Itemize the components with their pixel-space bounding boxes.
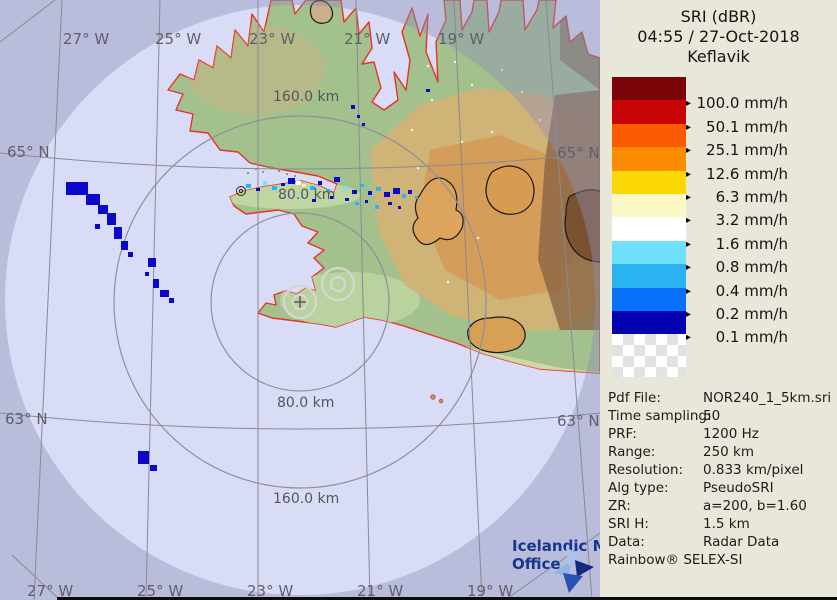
station-name: Keflavik [687,47,750,66]
legend-entry: ▸ 25.1 mm/h [686,141,788,159]
glacier-myrdalsjokull [467,316,526,354]
meridian-label-bottom-25w: 25° W [137,582,183,600]
meridian-label-top-25w: 25° W [155,30,201,48]
imo-logo-text-line1: Icelandic Met [512,537,600,555]
metadata-table: Pdf File: NOR240_1_5km.sri Time sampling:… [608,389,834,551]
legend-tick-icon: ▸ [686,144,692,156]
graticule [0,0,600,600]
range-ring-80km [210,212,390,392]
glacier-langjokull [412,177,464,246]
metadata-row: Pdf File: NOR240_1_5km.sri [608,390,832,406]
legend-swatch [612,240,686,265]
legend-swatch [612,264,686,288]
legend-swatch [612,287,686,311]
legend-tick-icon: ▸ [686,97,692,109]
metadata-row: Alg type: PseudoSRI [608,480,774,496]
legend-tick-icon: ▸ [686,285,692,297]
range-ring-160km [113,115,487,489]
ring-label-160-south: 160.0 km [273,491,339,507]
meridian-label-top-19w: 19° W [438,30,484,48]
legend-entry: ▸ 0.2 mm/h [686,305,788,323]
glacier-drangajokull [309,0,334,24]
legend-entry: ▸ 3.2 mm/h [686,211,788,229]
imo-logo-pinwheel-icon [553,547,594,593]
parallel-label-left-65n: 65° N [7,143,50,161]
software-brand: Rainbow® SELEX-SI [608,552,743,568]
legend-swatch [612,310,686,335]
legend-tick-icon: ▸ [686,191,692,203]
legend-entry: ▸ 12.6 mm/h [686,165,788,183]
legend-swatch [612,77,686,101]
imo-logo-text-line2: Office [512,555,561,573]
meridian-label-bottom-21w: 21° W [357,582,403,600]
meridian-label-bottom-23w: 23° W [247,582,293,600]
legend-entry: ▸ 6.3 mm/h [686,188,788,206]
parallel-label-right-65n: 65° N [557,144,600,162]
product-title: SRI (dBR) [680,7,757,26]
legend-entry: ▸ 100.0 mm/h [686,94,788,112]
legend-entry: ▸ 0.1 mm/h [686,328,788,346]
legend-swatch [612,170,686,194]
range-rings [113,115,487,489]
metadata-row: ZR: a=200, b=1.60 [608,498,807,514]
legend-transparent-checker [612,334,686,378]
radar-map: 27° W 25° W 23° W 21° W 19° W 27° W 25° … [0,0,600,600]
meridian-label-top-23w: 23° W [249,30,295,48]
legend-entry: ▸ 0.8 mm/h [686,258,788,276]
legend-swatch [612,100,686,124]
range-limit-mask [0,0,600,600]
metadata-row: Range: 250 km [608,444,755,460]
legend-color-bar [612,77,686,378]
ring-label-80-north: 80.0 km [278,187,335,203]
legend-entry: ▸ 50.1 mm/h [686,118,788,136]
bottom-border-bar [57,597,837,600]
product-datetime: 04:55 / 27-Oct-2018 [637,27,800,46]
metadata-row: Resolution: 0.833 km/pixel [608,462,804,478]
imo-logo: Icelandic Met Office [512,537,600,593]
radar-site-markers [236,186,356,320]
legend-entry: ▸ 1.6 mm/h [686,235,788,253]
info-panel: SRI (dBR) 04:55 / 27-Oct-2018 Keflavik ▸… [600,0,837,600]
legend-tick-icon: ▸ [686,308,692,320]
legend-tick-icon: ▸ [686,331,692,343]
legend-tick-icon: ▸ [686,121,692,133]
legend-tick-icon: ▸ [686,214,692,226]
meridian-label-bottom-19w: 19° W [467,582,513,600]
glacier-hofsjokull [485,165,535,215]
ring-label-160-north: 160.0 km [273,89,339,105]
parallel-label-left-63n: 63° N [5,410,48,428]
legend-swatch [612,123,686,148]
metadata-row: Data: Radar Data [608,534,780,550]
legend-tick-icon: ▸ [686,168,692,180]
metadata-row: Time sampling: 50 [608,408,721,424]
precipitation-echoes [66,89,430,471]
meridian-label-top-21w: 21° W [344,30,390,48]
legend-swatch [612,193,686,218]
legend-swatch [612,147,686,171]
legend-tick-icon: ▸ [686,261,692,273]
meridian-label-bottom-27w: 27° W [27,582,73,600]
glacier-vatnajokull-edge [564,189,600,263]
meridian-label-top-27w: 27° W [63,30,109,48]
metadata-row: SRI H: 1.5 km [608,516,750,532]
legend-entry: ▸ 0.4 mm/h [686,282,788,300]
product-header: SRI (dBR) 04:55 / 27-Oct-2018 Keflavik [600,7,837,67]
legend-tick-icon: ▸ [686,238,692,250]
metadata-row: PRF: 1200 Hz [608,426,759,442]
parallel-label-right-63n: 63° N [557,412,600,430]
ring-label-80-south: 80.0 km [277,395,334,411]
legend-swatch [612,217,686,241]
